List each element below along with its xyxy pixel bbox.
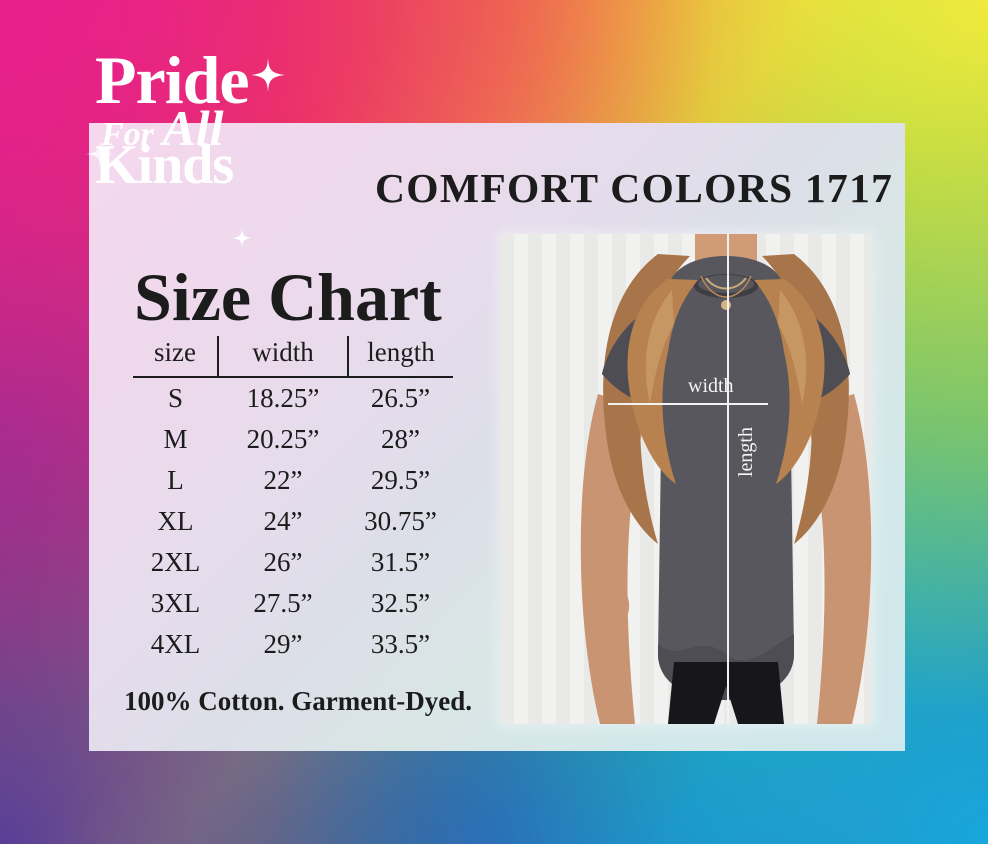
svg-text:length: length [735, 427, 757, 477]
